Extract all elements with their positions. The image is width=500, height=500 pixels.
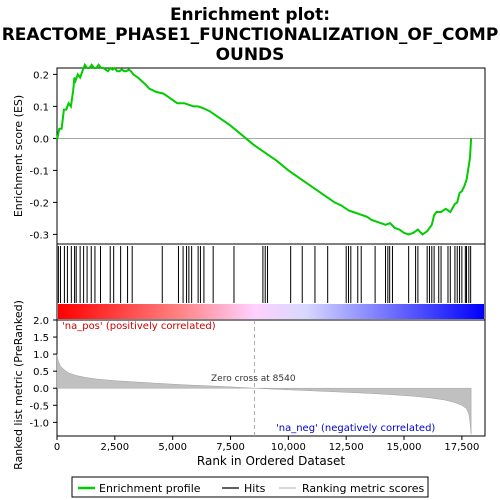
metric-y-tick-label: 0.0 bbox=[33, 384, 49, 395]
rank-gradient-bar bbox=[58, 304, 484, 319]
metric-panel-frame bbox=[56, 319, 486, 437]
hit-lines bbox=[57, 246, 472, 303]
metric-y-axis-ticks: 2.0 1.5 1.0 0.5 0.0 -0.5 -1.0 bbox=[29, 316, 57, 429]
es-y-axis-ticks: 0.2 0.1 0.0 -0.1 -0.2 -0.3 bbox=[29, 70, 57, 241]
es-y-tick-label: -0.2 bbox=[29, 198, 49, 209]
metric-area bbox=[56, 354, 472, 435]
metric-x-axis-ticks: 0 2,500 5,000 7,500 10,000 12,500 15,000 17,500 bbox=[54, 436, 479, 453]
es-y-tick-label: -0.3 bbox=[29, 230, 49, 241]
metric-x-tick-label: 12,500 bbox=[329, 442, 364, 453]
es-curve bbox=[56, 62, 473, 236]
metric-x-tick-label: 10,000 bbox=[271, 442, 306, 453]
metric-y-tick-label: 0.5 bbox=[33, 367, 49, 378]
metric-x-tick-label: 17,500 bbox=[444, 442, 479, 453]
metric-x-tick-label: 2,500 bbox=[101, 442, 130, 453]
zero-cross-label: Zero cross at 8540 bbox=[211, 374, 296, 384]
metric-panel: 2.0 1.5 1.0 0.5 0.0 -0.5 -1.0 0 2,500 5,000 7,500… bbox=[12, 300, 486, 470]
metric-y-tick-label: 1.5 bbox=[33, 333, 49, 344]
metric-y-axis-label: Ranked list metric (PreRanked) bbox=[12, 300, 25, 470]
es-y-tick-label: 0.0 bbox=[33, 134, 49, 145]
legend: Enrichment profile Hits Ranking metric s… bbox=[71, 476, 429, 498]
es-y-tick-label: -0.1 bbox=[29, 166, 49, 177]
es-y-tick-label: 0.2 bbox=[33, 70, 49, 81]
metric-y-tick-label: -1.0 bbox=[29, 418, 49, 429]
hits-panel bbox=[56, 243, 486, 321]
es-panel: 0.2 0.1 0.0 -0.1 -0.2 -0.3 Enrichment score (… bbox=[12, 62, 486, 245]
metric-x-axis-label: Rank in Ordered Dataset bbox=[197, 454, 345, 468]
es-y-tick-label: 0.1 bbox=[33, 102, 49, 113]
metric-x-tick-label: 0 bbox=[54, 442, 60, 453]
metric-x-tick-label: 7,500 bbox=[216, 442, 245, 453]
pos-label: 'na_pos' (positively correlated) bbox=[62, 321, 216, 332]
title-line-1: Enrichment plot: bbox=[170, 5, 330, 25]
neg-label: 'na_neg' (negatively correlated) bbox=[276, 423, 435, 434]
title-line-2: REACTOME_PHASE1_FUNCTIONALIZATION_OF_COM… bbox=[2, 25, 499, 45]
metric-y-tick-label: -0.5 bbox=[29, 401, 49, 412]
legend-label-hits: Hits bbox=[244, 482, 266, 495]
legend-label-enrichment: Enrichment profile bbox=[99, 482, 201, 495]
legend-frame bbox=[71, 476, 429, 498]
legend-label-metric: Ranking metric scores bbox=[302, 482, 424, 495]
metric-x-tick-label: 15,000 bbox=[387, 442, 422, 453]
es-y-axis-label: Enrichment score (ES) bbox=[12, 95, 25, 217]
metric-x-tick-label: 5,000 bbox=[158, 442, 187, 453]
metric-y-tick-label: 1.0 bbox=[33, 350, 49, 361]
metric-y-tick-label: 2.0 bbox=[33, 316, 49, 327]
title-line-3: OUNDS bbox=[216, 45, 285, 65]
